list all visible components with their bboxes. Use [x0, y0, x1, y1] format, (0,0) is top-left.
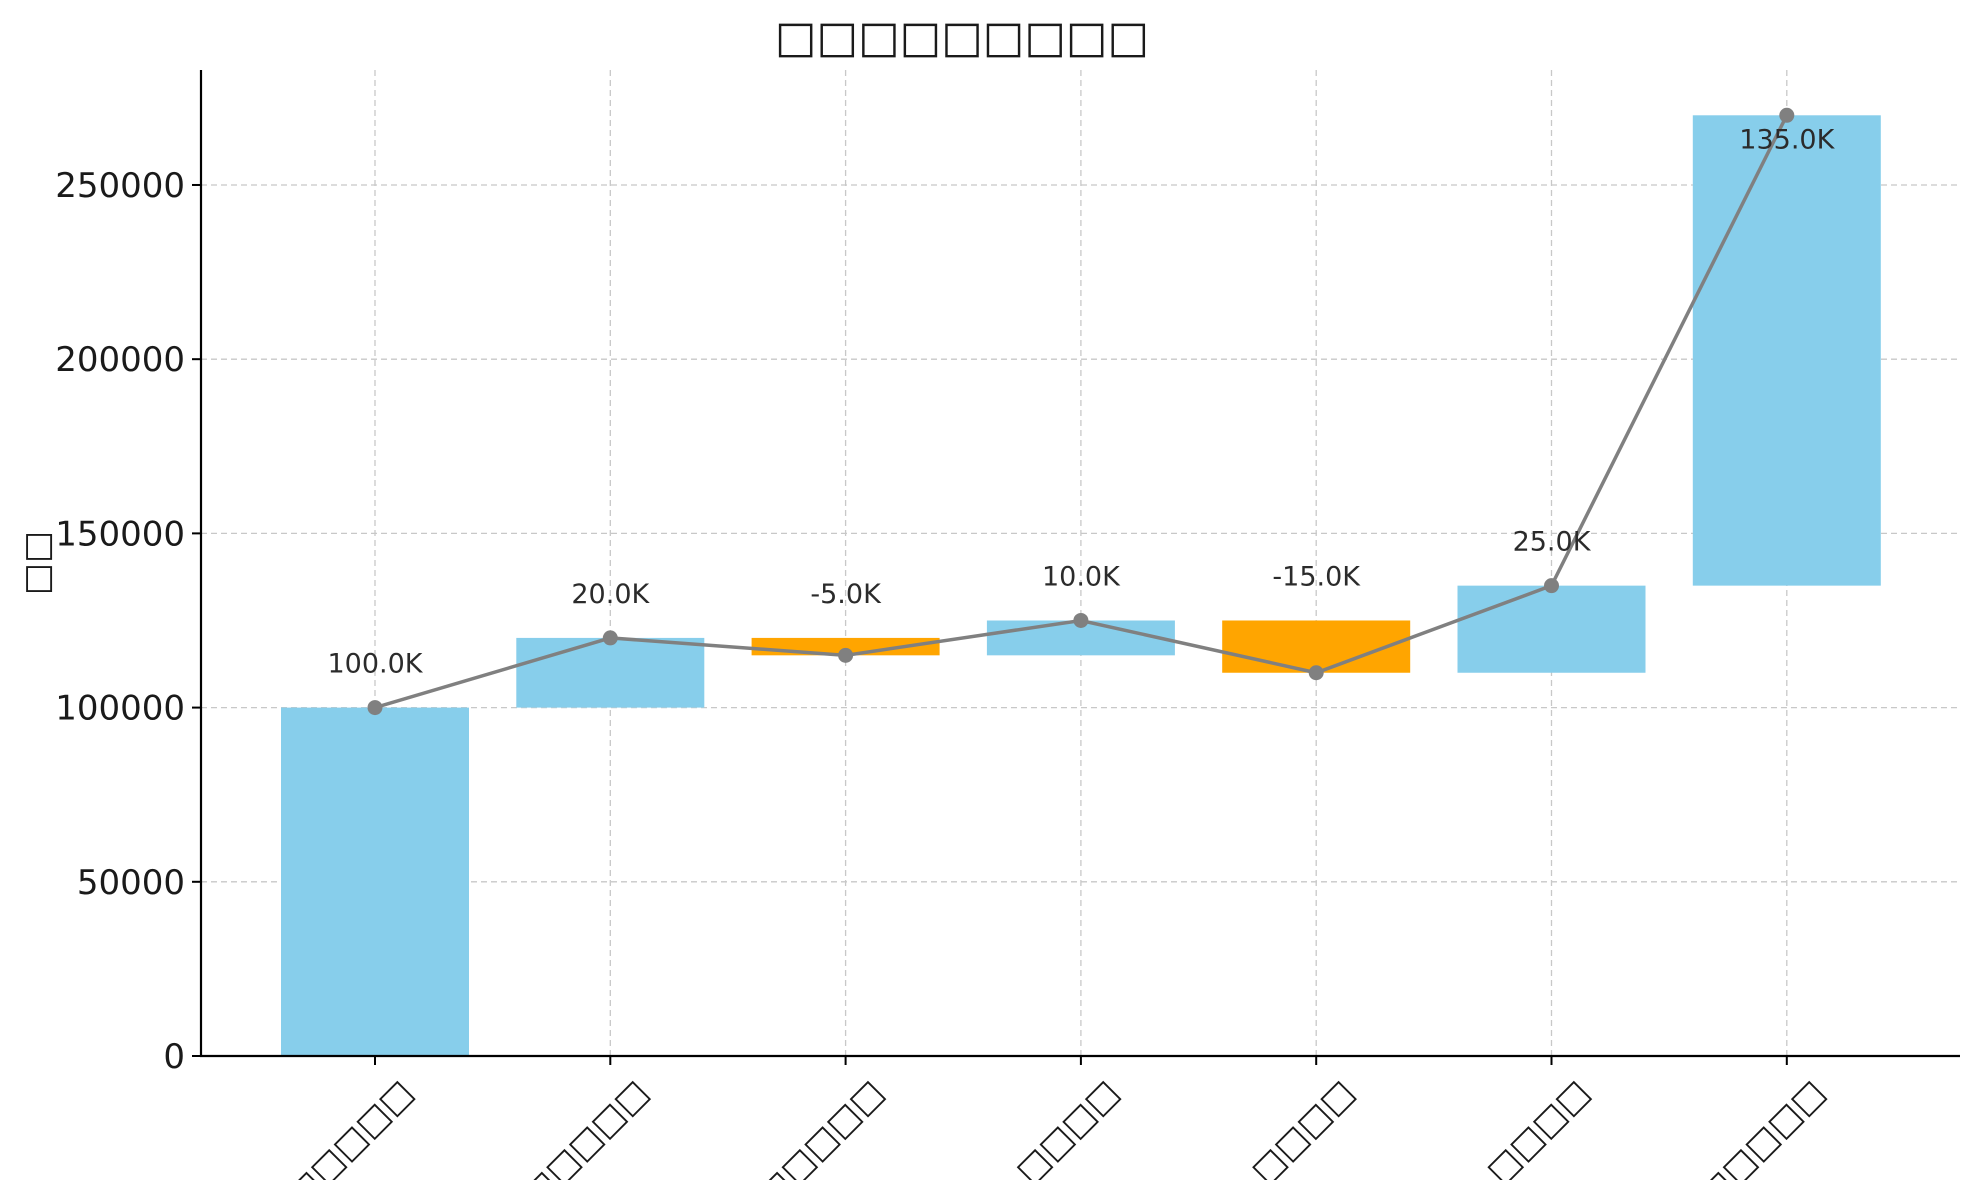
chart-title: □□□□□□□□□ — [775, 12, 1149, 63]
waterfall-bar — [1692, 115, 1881, 586]
waterfall-bar — [1457, 585, 1646, 673]
waterfall-bar — [281, 707, 469, 1056]
x-tick-label: □□□□ — [1243, 1072, 1362, 1180]
line-layer — [367, 107, 1795, 716]
y-tick-label: 200000 — [55, 340, 185, 380]
data-label: 10.0K — [1042, 561, 1121, 592]
y-tick-label: 100000 — [55, 689, 185, 729]
data-label: -15.0K — [1272, 561, 1361, 592]
cumulative-point — [1308, 665, 1324, 681]
bar-layer — [281, 115, 1881, 1056]
y-tick-label: 250000 — [55, 166, 185, 206]
cumulative-point — [1779, 107, 1795, 123]
y-tick-label: 150000 — [55, 514, 185, 554]
cumulative-point — [838, 647, 854, 663]
label-layer: 100.0K 20.0K -5.0K 10.0K -15.0K 25.0K 135.0K — [327, 124, 1835, 679]
x-tick-label: □□□□ — [1008, 1072, 1127, 1180]
y-tick-label: 0 — [163, 1037, 185, 1077]
data-label: 20.0K — [571, 579, 650, 610]
x-tick-label: □□□□□ — [1691, 1072, 1833, 1180]
x-tick-label: □□□□ — [1479, 1072, 1598, 1180]
cumulative-point — [367, 700, 383, 716]
cumulative-point — [1073, 612, 1089, 628]
y-axis-title: □□ — [17, 531, 57, 595]
cumulative-point — [602, 630, 618, 646]
x-tick-label: □□□□□ — [280, 1072, 422, 1180]
waterfall-bar — [516, 637, 705, 708]
data-label: 100.0K — [327, 649, 423, 680]
y-tick-label: 50000 — [77, 863, 185, 903]
x-tick-label: □□□□□ — [750, 1072, 892, 1180]
data-label: 25.0K — [1513, 527, 1592, 558]
cumulative-point — [1544, 578, 1559, 594]
data-label: -5.0K — [810, 579, 882, 610]
data-label: 135.0K — [1739, 124, 1835, 155]
waterfall-bar — [1222, 620, 1411, 673]
x-tick-label: □□□□□ — [515, 1072, 657, 1180]
